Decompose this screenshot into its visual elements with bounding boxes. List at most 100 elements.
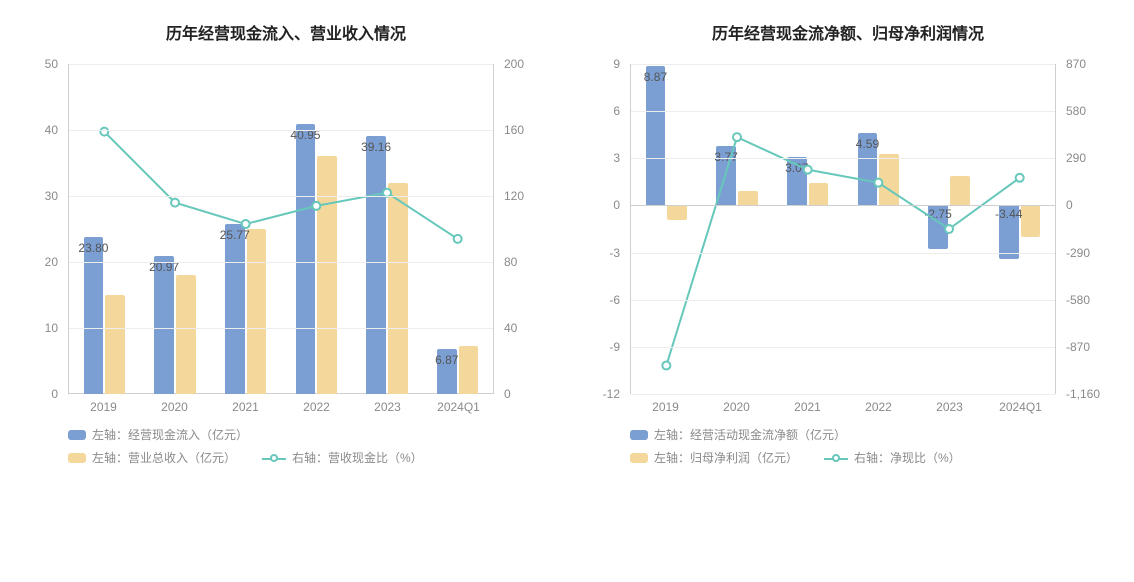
line-marker [100, 128, 108, 136]
x-tick-label: 2024Q1 [985, 400, 1056, 414]
x-tick-label: 2021 [772, 400, 843, 414]
grid-line [631, 394, 1055, 395]
x-tick-label: 2020 [701, 400, 772, 414]
legend: 左轴：经营活动现金流净额（亿元） 左轴：归母净利润（亿元） 右轴：净现比（%） [630, 426, 1056, 466]
line-marker [662, 362, 670, 370]
y-left-tick: 3 [613, 152, 620, 164]
line-marker [171, 199, 179, 207]
zero-line [631, 205, 1055, 206]
grid-line [69, 196, 493, 197]
legend-item: 左轴：经营现金流入（亿元） [68, 426, 248, 443]
chart-area: 8.873.773.074.59-2.75-3.44 [630, 64, 1056, 394]
line-marker [1016, 174, 1024, 182]
line-layer [69, 64, 493, 394]
y-left-tick: 9 [613, 58, 620, 70]
y-left-tick: 10 [45, 322, 58, 334]
y-right-tick: 290 [1066, 152, 1086, 164]
x-tick-label: 2020 [139, 400, 210, 414]
grid-line [631, 253, 1055, 254]
y-right-tick: 200 [504, 58, 524, 70]
x-tick-label: 2023 [914, 400, 985, 414]
legend-item: 左轴：营业总收入（亿元） [68, 449, 236, 466]
y-left-axis: 01020304050 [30, 64, 64, 394]
legend-label: 左轴：经营活动现金流净额（亿元） [654, 426, 846, 443]
legend-label: 右轴：净现比（%） [854, 449, 961, 466]
line-series [666, 137, 1019, 365]
y-right-tick: -290 [1066, 247, 1090, 259]
y-right-tick: -1,160 [1066, 388, 1100, 400]
x-tick-label: 2024Q1 [423, 400, 494, 414]
y-left-tick: 20 [45, 256, 58, 268]
grid-line [631, 111, 1055, 112]
grid-line [631, 300, 1055, 301]
y-left-tick: 0 [51, 388, 58, 400]
legend-swatch-line [824, 453, 848, 463]
legend-item: 右轴：净现比（%） [824, 449, 961, 466]
x-tick-label: 2021 [210, 400, 281, 414]
legend-row: 左轴：经营现金流入（亿元） [68, 426, 494, 443]
y-right-tick: -870 [1066, 341, 1090, 353]
y-left-tick: 50 [45, 58, 58, 70]
chart-panel-right: 历年经营现金流净额、归母净利润情况 -12-9-6-30369 8.873.77… [592, 20, 1104, 472]
y-right-tick: -580 [1066, 294, 1090, 306]
y-right-tick: 870 [1066, 58, 1086, 70]
line-marker [733, 133, 741, 141]
y-left-tick: -3 [609, 247, 620, 259]
legend-item: 左轴：经营活动现金流净额（亿元） [630, 426, 846, 443]
legend-swatch-bar [68, 430, 86, 440]
grid-line [631, 64, 1055, 65]
line-marker [945, 225, 953, 233]
line-layer [631, 64, 1055, 394]
legend-row: 左轴：归母净利润（亿元） 右轴：净现比（%） [630, 449, 1056, 466]
line-marker [454, 235, 462, 243]
y-right-tick: 0 [1066, 199, 1073, 211]
legend-row: 左轴：营业总收入（亿元） 右轴：营收现金比（%） [68, 449, 494, 466]
legend-item: 右轴：营收现金比（%） [262, 449, 423, 466]
legend-swatch-line [262, 453, 286, 463]
chart-wrap: -12-9-6-30369 8.873.773.074.59-2.75-3.44… [592, 64, 1104, 394]
x-tick-label: 2023 [352, 400, 423, 414]
legend-label: 左轴：归母净利润（亿元） [654, 449, 798, 466]
x-axis-labels: 201920202021202220232024Q1 [68, 400, 494, 414]
grid-line [69, 328, 493, 329]
y-right-tick: 580 [1066, 105, 1086, 117]
legend-swatch-bar [630, 453, 648, 463]
line-marker [312, 202, 320, 210]
grid-line [69, 130, 493, 131]
grid-line [631, 347, 1055, 348]
charts-row: 历年经营现金流入、营业收入情况 01020304050 23.8020.9725… [30, 20, 1104, 472]
y-right-tick: 160 [504, 124, 524, 136]
line-marker [874, 179, 882, 187]
y-left-tick: -9 [609, 341, 620, 353]
legend: 左轴：经营现金流入（亿元） 左轴：营业总收入（亿元） 右轴：营收现金比（%） [68, 426, 494, 466]
x-tick-label: 2019 [630, 400, 701, 414]
y-left-tick: -12 [603, 388, 620, 400]
legend-label: 左轴：营业总收入（亿元） [92, 449, 236, 466]
y-right-tick: 80 [504, 256, 517, 268]
legend-label: 右轴：营收现金比（%） [292, 449, 423, 466]
y-left-axis: -12-9-6-30369 [592, 64, 626, 394]
chart-title: 历年经营现金流入、营业收入情况 [30, 20, 542, 44]
y-right-tick: 120 [504, 190, 524, 202]
x-axis-labels: 201920202021202220232024Q1 [630, 400, 1056, 414]
x-tick-label: 2022 [843, 400, 914, 414]
grid-line [69, 262, 493, 263]
y-right-tick: 0 [504, 388, 511, 400]
x-tick-label: 2019 [68, 400, 139, 414]
x-tick-label: 2022 [281, 400, 352, 414]
line-marker [242, 220, 250, 228]
y-right-axis: 04080120160200 [498, 64, 542, 394]
legend-swatch-bar [68, 453, 86, 463]
chart-panel-left: 历年经营现金流入、营业收入情况 01020304050 23.8020.9725… [30, 20, 542, 472]
line-series [104, 132, 457, 239]
legend-swatch-bar [630, 430, 648, 440]
y-left-tick: 40 [45, 124, 58, 136]
legend-row: 左轴：经营活动现金流净额（亿元） [630, 426, 1056, 443]
y-left-tick: 6 [613, 105, 620, 117]
y-right-axis: -1,160-870-580-2900290580870 [1060, 64, 1104, 394]
y-right-tick: 40 [504, 322, 517, 334]
y-left-tick: 0 [613, 199, 620, 211]
chart-area: 23.8020.9725.7740.9539.166.87 [68, 64, 494, 394]
legend-label: 左轴：经营现金流入（亿元） [92, 426, 248, 443]
line-marker [804, 166, 812, 174]
